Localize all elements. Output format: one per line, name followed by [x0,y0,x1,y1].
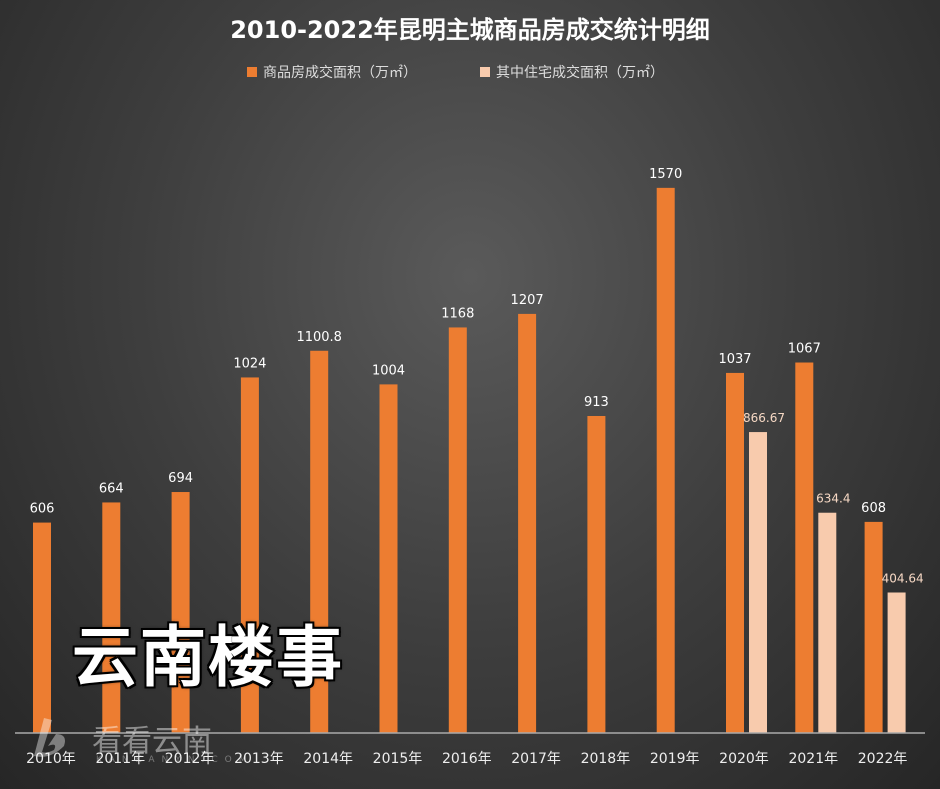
logo-watermark-sub: KANKANYN.COM [96,755,254,765]
chart-title: 2010-2022年昆明主城商品房成交统计明细 [230,16,710,44]
legend-label-1: 其中住宅成交面积（万㎡） [496,64,664,81]
x-tick-label: 2010年 [26,751,76,767]
legend: 商品房成交面积（万㎡） 其中住宅成交面积（万㎡） [247,64,664,81]
x-tick-label: 2016年 [442,751,492,767]
data-label: 404.64 [882,572,924,586]
bar-residential [887,592,906,733]
x-tick-label: 2014年 [303,751,353,767]
data-label: 664 [99,481,124,496]
x-tick-label: 2013年 [234,751,284,767]
watermark-text: 云南楼事 [71,618,344,698]
x-tick-label: 2020年 [719,751,769,767]
data-label: 1024 [233,356,266,371]
bar-commercial [171,492,190,733]
legend-label-0: 商品房成交面积（万㎡） [263,64,417,81]
bar-commercial [587,415,606,733]
bar-residential [749,432,767,733]
data-label: 634.4 [816,492,850,506]
bar-commercial [656,187,675,734]
bar-commercial [240,377,259,733]
logo-icon [34,718,65,757]
data-label: 1037 [718,352,751,367]
x-tick-label: 2015年 [373,751,423,767]
bar-commercial [448,327,467,733]
legend-swatch-1 [480,67,490,77]
bar-commercial [33,522,51,733]
x-tick-label: 2019年 [650,751,700,767]
data-label: 1207 [511,293,544,308]
bar-commercial [726,372,744,733]
bar-commercial [379,384,398,733]
x-tick-label: 2012年 [165,751,215,767]
bar-residential [818,512,837,733]
legend-swatch-0 [247,67,257,77]
bar-commercial [864,521,883,733]
bar-commercial [310,350,329,733]
data-label: 1004 [372,363,405,378]
data-label: 606 [30,502,55,517]
x-tick-label: 2022年 [858,751,908,767]
x-tick-label: 2011年 [95,751,145,767]
data-label: 1067 [788,342,821,357]
logo-watermark-text: 看看云南 [92,724,212,759]
x-tick-label: 2017年 [511,751,561,767]
data-label: 1168 [441,306,474,321]
bar-commercial [795,362,814,733]
data-label: 866.67 [743,411,785,425]
data-label: 694 [168,471,193,486]
x-tick-label: 2018年 [581,751,631,767]
x-tick-label: 2021年 [788,751,838,767]
data-label: 1100.8 [296,330,342,345]
data-label: 608 [861,501,886,516]
bar-commercial [518,313,537,733]
data-label: 1570 [649,167,682,182]
bar-commercial [102,502,121,733]
data-label: 913 [584,395,609,410]
